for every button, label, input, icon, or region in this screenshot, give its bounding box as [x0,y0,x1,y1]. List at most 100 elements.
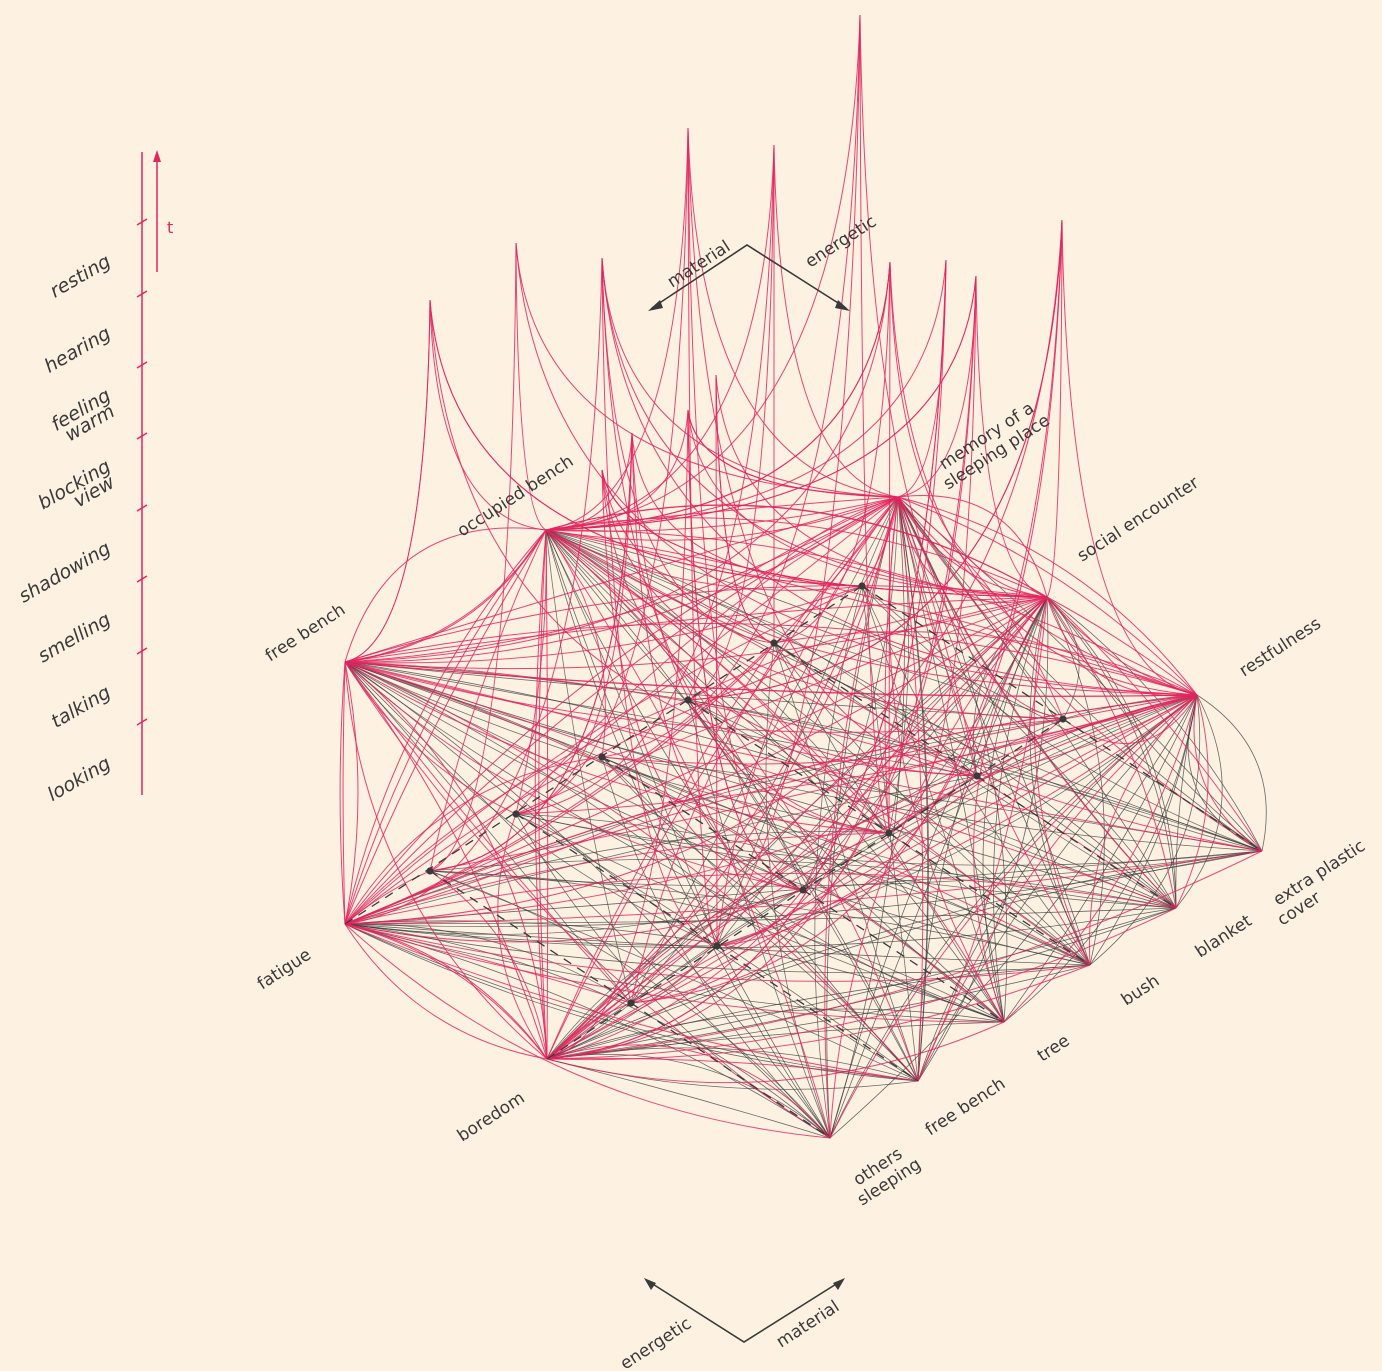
dashed-grid-line [429,870,632,1004]
pink-edge [545,504,1048,598]
pink-edge [829,596,1048,1139]
timeline-axis: t [136,150,173,795]
gray-edge [897,496,1177,909]
node-label-material-free-bench: free bench [922,1074,1009,1140]
pink-edge [344,923,548,1060]
pink-edge [546,694,1198,1060]
pink-edge [344,661,804,891]
gray-edge [515,813,919,1082]
gray-edge [1175,694,1223,909]
gray-edge [1003,694,1198,1023]
pink-edge [546,642,775,1060]
grid-dot [1059,715,1067,723]
svg-text:hearing: hearing [41,322,115,377]
pink-edge [546,496,899,1060]
spike-curve [631,432,890,834]
pink-edge [545,529,549,1060]
dashed-grid-line [861,585,1064,720]
pink-edge [429,529,547,872]
gray-edge [515,813,1091,966]
pink-edge [545,529,1263,852]
pink-edge [897,496,1198,696]
spike-curve [546,409,689,1060]
svg-text:tree: tree [1034,1031,1074,1066]
spike-curve [687,144,775,701]
pink-edge [344,923,548,1060]
spike-curve [630,275,977,1004]
pink-edge [545,529,919,1082]
spike-curve [630,14,861,1004]
svg-text:social encounter: social encounter [1074,473,1203,566]
pink-edge [344,661,1005,1023]
pink-edge [546,907,1177,1060]
spike-curve [716,259,947,947]
pink-edge [976,694,1198,777]
pink-edge [344,694,1198,925]
gray-edge [1175,694,1198,909]
gray-edge [545,529,1263,852]
spike-curve [515,242,1198,696]
node-label-blanket: blanket [1192,911,1256,962]
svg-text:restfulness: restfulness [1236,614,1325,682]
pink-edge [546,718,1064,1060]
gray-edge [630,694,1198,1004]
spike-curve [888,261,891,834]
pink-edge [344,496,899,925]
pink-edge [773,631,1198,696]
spike-curve [687,127,804,891]
svg-text:blanket: blanket [1192,911,1256,962]
spike-curve [601,257,718,947]
pink-edge [344,596,1048,925]
gray-edge [344,661,1177,909]
gray-edge [429,858,1177,909]
pink-edge [546,496,899,1060]
spike-curve [429,432,633,872]
pink-edge [344,872,1177,925]
node-label-restfulness: restfulness [1236,614,1325,682]
arrow-bl-head-icon [644,1278,656,1290]
arrow-br-head-icon [833,1278,845,1290]
gray-edge [546,964,1091,1060]
pink-edge [344,496,899,663]
gray-edge [429,870,1091,966]
gray-edge [630,596,1048,1004]
gray-edge [344,661,978,777]
pink-edge [545,529,831,1139]
spike-curve [630,219,1063,1004]
pink-edge [545,529,606,758]
gray-edge [344,923,919,1082]
pink-edge [344,596,1048,663]
pink-edge [545,529,1091,966]
gray-edge [829,694,1198,1139]
pink-edge [344,596,1048,925]
pink-edge [344,923,548,1060]
pink-edge [1046,596,1198,696]
gray-edge [546,907,1177,1060]
spike-curve [687,127,718,947]
pink-edge [344,596,1048,925]
spike-curve [344,261,891,663]
pink-edge [917,596,1048,1082]
gray-edge [344,661,1263,852]
gray-edge [601,756,1091,966]
top-axis-energetic-label: energetic [802,212,880,273]
spike-curve [344,257,603,925]
spike-curve [545,144,775,531]
gray-edge [546,1058,831,1139]
pink-edge [1175,694,1209,909]
pink-edge [344,661,548,1060]
gray-edge [546,775,978,1060]
pink-edge [344,694,1198,925]
pink-edge [687,496,899,701]
grid-dot [799,886,807,894]
gray-edge [344,850,1263,927]
gray-edge [1029,596,1091,966]
timeline-item: talking [47,681,114,732]
pink-edge [897,496,1048,598]
pink-edge [897,496,1091,966]
pink-edge [546,694,1198,1060]
pink-edge [344,661,890,834]
pink-edge [344,527,547,663]
node-label-fatigue: fatigue [254,945,315,994]
gray-edge [897,496,1064,720]
